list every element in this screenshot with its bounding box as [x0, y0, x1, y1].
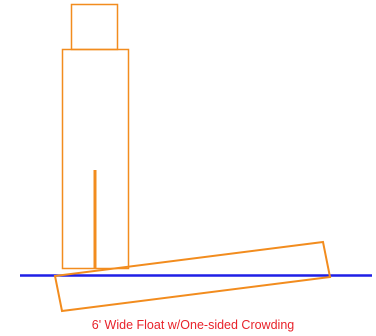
cabin-top-box — [70, 3, 119, 51]
diagram-caption: 6' Wide Float w/One-sided Crowding — [92, 318, 295, 332]
tilted-float — [53, 240, 332, 313]
main-body — [61, 48, 130, 270]
